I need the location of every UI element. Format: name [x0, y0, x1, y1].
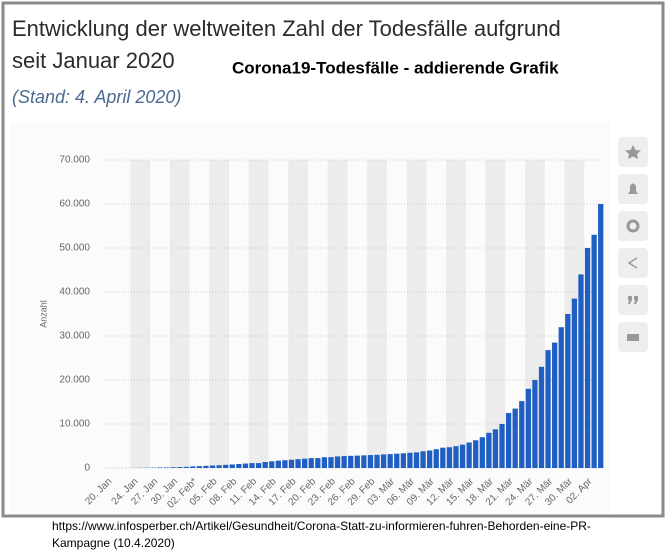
column-band: [407, 160, 427, 468]
y-tick-label: 40.000: [59, 287, 90, 298]
bar: [355, 456, 360, 468]
bar: [420, 451, 425, 468]
column-band: [486, 160, 506, 468]
bar: [467, 442, 472, 468]
bar: [578, 274, 583, 468]
bar: [434, 449, 439, 468]
y-tick-label: 0: [84, 463, 90, 474]
column-band: [170, 160, 190, 468]
bar: [335, 456, 340, 468]
bar: [177, 467, 182, 468]
y-tick-label: 60.000: [59, 199, 90, 210]
bar: [328, 457, 333, 468]
bar: [309, 458, 314, 468]
cite-button[interactable]: [618, 285, 648, 315]
bar: [559, 327, 564, 468]
bar: [217, 465, 222, 468]
source: https://www.infosperber.ch/Artikel/Gesun…: [52, 519, 591, 533]
y-tick-label: 10.000: [59, 419, 90, 430]
bar: [263, 462, 268, 468]
bar: [236, 464, 241, 468]
bar: [506, 413, 511, 468]
bar: [249, 463, 254, 468]
bar: [276, 461, 281, 468]
bar: [243, 464, 248, 468]
chart-title: seit Januar 2020: [12, 48, 175, 73]
bar: [526, 389, 531, 468]
column-band: [249, 160, 269, 468]
bar: [342, 456, 347, 468]
column-band: [288, 160, 308, 468]
bar: [190, 466, 195, 468]
y-tick-label: 50.000: [59, 243, 90, 254]
bar: [223, 465, 228, 468]
bar: [230, 464, 235, 468]
column-band: [328, 160, 348, 468]
bar: [585, 248, 590, 468]
bar: [374, 455, 379, 468]
y-axis-label: Anzahl: [38, 300, 48, 328]
overlay-title: Corona19-Todesfälle - addierende Grafik: [232, 58, 559, 77]
y-tick-label: 30.000: [59, 331, 90, 342]
bar: [157, 467, 162, 468]
bar: [598, 204, 603, 468]
bar: [388, 454, 393, 468]
bar: [394, 454, 399, 468]
bar: [545, 350, 550, 468]
bar: [473, 440, 478, 468]
bar: [368, 455, 373, 468]
bar: [203, 466, 208, 468]
share-button[interactable]: [618, 248, 648, 278]
bar: [513, 409, 518, 468]
column-band: [367, 160, 387, 468]
bar: [256, 463, 261, 468]
bar: [315, 458, 320, 468]
column-band: [446, 160, 466, 468]
bar: [572, 299, 577, 468]
source: Kampagne (10.4.2020): [52, 536, 175, 550]
bar: [414, 452, 419, 468]
bar: [447, 447, 452, 468]
bar: [302, 459, 307, 468]
bar: [282, 460, 287, 468]
bar: [519, 401, 524, 468]
bar: [348, 456, 353, 468]
bar: [592, 235, 597, 468]
bar: [197, 466, 202, 468]
column-band: [130, 160, 150, 468]
bar: [552, 343, 557, 468]
bar: [499, 424, 504, 468]
bar: [184, 467, 189, 468]
chart-title: Entwicklung der weltweiten Zahl der Tode…: [12, 16, 561, 41]
bar: [289, 460, 294, 468]
bar: [539, 367, 544, 468]
bar: [322, 457, 327, 468]
bar: [493, 429, 498, 468]
bar: [453, 446, 458, 468]
bar: [170, 467, 175, 468]
bar: [532, 380, 537, 468]
y-tick-label: 20.000: [59, 375, 90, 386]
bar: [361, 455, 366, 468]
bar: [427, 450, 432, 468]
bar: [460, 445, 465, 468]
bar: [295, 459, 300, 468]
subtitle: (Stand: 4. April 2020): [12, 87, 181, 107]
bar: [480, 437, 485, 468]
bar: [565, 314, 570, 468]
bar: [407, 453, 412, 468]
bar: [269, 461, 274, 468]
column-band: [209, 160, 229, 468]
settings-button[interactable]: [618, 211, 648, 241]
y-tick-label: 70.000: [59, 155, 90, 166]
bar: [401, 453, 406, 468]
bar: [440, 448, 445, 468]
print-icon: [627, 334, 639, 341]
bar: [164, 467, 169, 468]
bar: [486, 433, 491, 468]
bar: [381, 454, 386, 468]
bar: [210, 466, 215, 468]
